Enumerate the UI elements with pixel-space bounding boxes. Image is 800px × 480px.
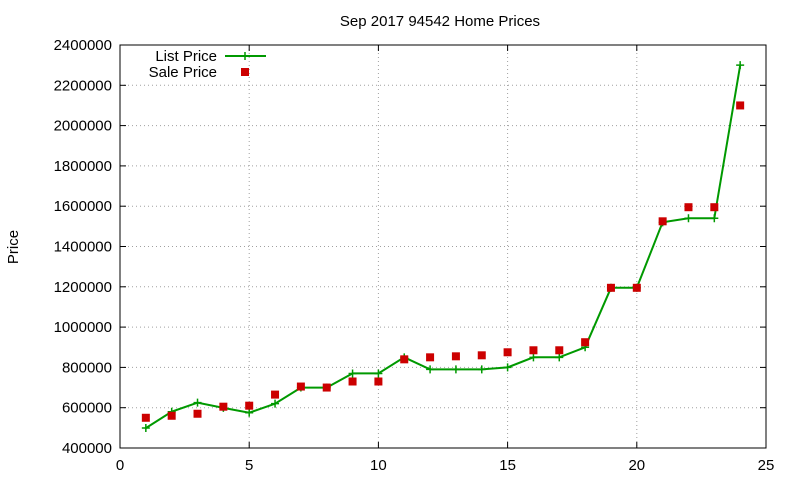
sale-price-point xyxy=(426,353,435,362)
sale-price-point xyxy=(167,411,176,420)
sale-price-point xyxy=(374,377,383,386)
sale-price-point xyxy=(606,283,615,292)
sale-price-point xyxy=(193,409,202,418)
sale-price-point xyxy=(684,203,693,212)
y-tick-label: 1400000 xyxy=(54,239,112,256)
list-price-line xyxy=(145,65,742,429)
list-price-point xyxy=(529,353,538,362)
list-price-point xyxy=(348,369,357,378)
y-tick-label: 400000 xyxy=(62,440,112,457)
sale-price-point xyxy=(632,283,641,292)
list-price-point xyxy=(555,353,564,362)
grid-layer xyxy=(120,45,766,448)
y-tick-label: 800000 xyxy=(62,359,112,376)
x-tick-label: 0 xyxy=(116,457,124,474)
x-tick-label: 20 xyxy=(628,457,645,474)
y-tick-label: 2400000 xyxy=(54,37,112,54)
sale-price-point xyxy=(451,352,460,361)
series-layer xyxy=(141,61,745,433)
y-tick-label: 1600000 xyxy=(54,198,112,215)
x-tick-label: 10 xyxy=(370,457,387,474)
sale-price-point xyxy=(245,401,254,410)
sale-price-point xyxy=(503,348,512,357)
y-tick-label: 2200000 xyxy=(54,77,112,94)
sale-price-point xyxy=(529,346,538,355)
sale-price-point xyxy=(271,390,280,399)
list-price-point xyxy=(684,214,693,223)
x-tick-label: 5 xyxy=(245,457,253,474)
list-price-point xyxy=(141,424,150,433)
x-tick-label: 25 xyxy=(758,457,775,474)
sale-price-point xyxy=(296,382,305,391)
plot-frame xyxy=(119,44,767,449)
list-price-point xyxy=(426,365,435,374)
list-price-point xyxy=(245,408,254,417)
sale-price-point xyxy=(555,346,564,355)
y-tick-label: 1800000 xyxy=(54,158,112,175)
y-tick-label: 1000000 xyxy=(54,319,112,336)
legend-label-sale-price: Sale Price xyxy=(149,64,217,81)
list-price-point xyxy=(477,365,486,374)
y-tick-label: 2000000 xyxy=(54,118,112,135)
legend-marker-sale-price xyxy=(241,68,249,76)
list-price-point xyxy=(374,369,383,378)
list-price-point xyxy=(271,399,280,408)
legend-label-list-price: List Price xyxy=(155,48,217,65)
sale-price-point xyxy=(400,355,409,364)
sale-price-point xyxy=(581,338,590,347)
sale-price-point xyxy=(477,351,486,360)
sale-price-point xyxy=(710,203,719,212)
y-axis-label: Price xyxy=(5,230,22,264)
chart-title: Sep 2017 94542 Home Prices xyxy=(340,13,540,30)
list-price-point xyxy=(503,363,512,372)
legend-marker-list-price xyxy=(241,52,249,60)
sale-price-point xyxy=(322,383,331,392)
sale-price-point xyxy=(736,101,745,110)
list-price-point xyxy=(710,214,719,223)
sale-price-point xyxy=(141,413,150,422)
sale-price-point xyxy=(219,402,228,411)
y-tick-label: 600000 xyxy=(62,400,112,417)
sale-price-point xyxy=(658,217,667,226)
list-price-point xyxy=(451,365,460,374)
list-price-point xyxy=(193,398,202,407)
y-tick-label: 1200000 xyxy=(54,279,112,296)
axis-layer: 400000 600000 800000 1000000 1200000 1400000 1… xyxy=(54,37,775,474)
sale-price-point xyxy=(348,377,357,386)
list-price-point xyxy=(736,61,745,70)
x-tick-label: 15 xyxy=(499,457,516,474)
